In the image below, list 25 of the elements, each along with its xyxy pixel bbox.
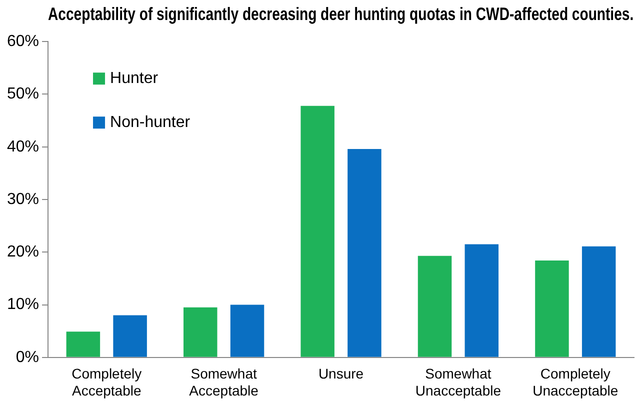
x-tick-label: Somewhat Acceptable	[189, 366, 259, 398]
x-tick-label: Somewhat Unacceptable	[415, 366, 502, 398]
x-tick-label: Unsure	[318, 366, 364, 382]
x-tick-label: Completely Acceptable	[72, 366, 142, 398]
y-tick-label: 30%	[6, 190, 40, 208]
y-tick-label: 60%	[6, 33, 40, 50]
bar	[300, 106, 334, 357]
legend-label: Hunter	[110, 70, 159, 88]
bar	[464, 244, 499, 357]
bar	[184, 307, 218, 357]
legend-label: Non-hunter	[110, 114, 191, 132]
bar	[66, 332, 100, 357]
y-tick-label: 50%	[6, 86, 40, 103]
bar	[230, 304, 264, 357]
y-tick-label: 20%	[6, 244, 40, 261]
bar	[348, 148, 382, 357]
bar	[113, 315, 147, 357]
bar	[535, 260, 569, 357]
y-tick-label: 40%	[6, 138, 40, 156]
bar	[418, 256, 452, 357]
x-tick-label: Completely Unacceptable	[532, 366, 618, 398]
chart-title: Acceptability of significantly decreasing deer hunting quotas in CWD-affected counties.	[48, 4, 634, 24]
y-tick-label: 10%	[6, 296, 40, 314]
y-tick-label: 0%	[16, 348, 40, 366]
bar	[582, 246, 616, 357]
